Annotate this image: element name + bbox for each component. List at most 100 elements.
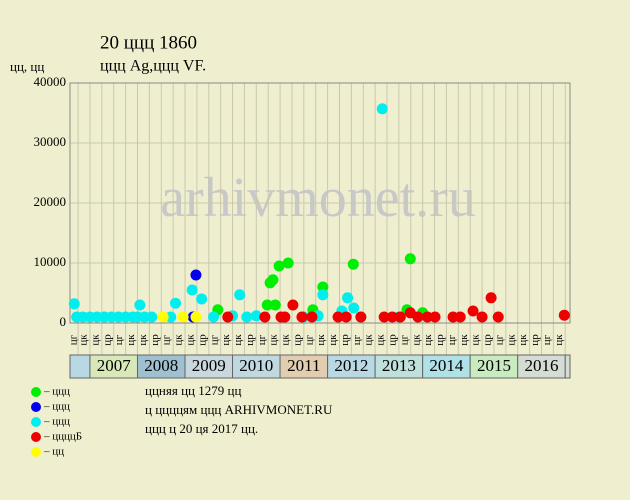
y-tick-label: 40000 bbox=[34, 74, 67, 89]
point bbox=[296, 311, 308, 323]
quarter-label: цр bbox=[244, 334, 256, 346]
note: ццц ц 20 ця 2017 цц. bbox=[145, 421, 258, 436]
quarter-label: цк bbox=[220, 334, 232, 346]
x-tick-label: 2010 bbox=[239, 356, 273, 375]
point bbox=[376, 103, 388, 115]
quarter-label: цг bbox=[161, 334, 173, 345]
quarter-label: цк bbox=[78, 334, 90, 346]
y-tick-label: 20000 bbox=[34, 194, 67, 209]
point bbox=[170, 297, 182, 309]
point bbox=[332, 311, 344, 323]
quarter-label: цк bbox=[137, 334, 149, 346]
point bbox=[348, 302, 360, 314]
point bbox=[454, 311, 466, 323]
point bbox=[287, 299, 299, 311]
legend-marker bbox=[31, 432, 41, 442]
y-tick-label: 30000 bbox=[34, 134, 67, 149]
quarter-label: цк bbox=[184, 334, 196, 346]
point bbox=[165, 311, 177, 323]
quarter-label: цк bbox=[280, 334, 292, 346]
quarter-label: цг bbox=[493, 334, 505, 345]
point bbox=[186, 284, 198, 296]
quarter-label: цр bbox=[529, 334, 541, 346]
point bbox=[404, 253, 416, 265]
quarter-label: цр bbox=[482, 334, 494, 346]
year-box bbox=[69, 354, 91, 379]
quarter-label: цк bbox=[517, 334, 529, 346]
point bbox=[250, 310, 262, 322]
point bbox=[347, 258, 359, 270]
point bbox=[267, 274, 279, 286]
x-tick-label: 2007 bbox=[97, 356, 132, 375]
point bbox=[342, 292, 354, 304]
quarter-label: цг bbox=[68, 334, 80, 345]
quarter-label: цк bbox=[315, 334, 327, 346]
quarter-label: цг bbox=[113, 334, 125, 345]
quarter-label: цг bbox=[541, 334, 553, 345]
point bbox=[157, 311, 169, 323]
point bbox=[234, 289, 246, 301]
point bbox=[177, 311, 189, 323]
legend-label: – цц bbox=[43, 446, 64, 458]
point bbox=[261, 299, 273, 311]
point bbox=[412, 311, 424, 323]
chart-subtitle: ццц Ag,ццц VF. bbox=[100, 58, 206, 75]
x-tick-label: 2012 bbox=[334, 356, 368, 375]
quarter-label: цк bbox=[470, 334, 482, 346]
quarter-label: цк bbox=[89, 334, 101, 346]
point bbox=[196, 293, 208, 305]
quarter-label: цр bbox=[196, 334, 208, 346]
point bbox=[222, 311, 234, 323]
point bbox=[269, 299, 281, 311]
quarter-label: цг bbox=[446, 334, 458, 345]
x-tick-label: 2014 bbox=[429, 356, 464, 375]
point bbox=[378, 311, 390, 323]
point bbox=[476, 311, 488, 323]
quarter-label: цк bbox=[458, 334, 470, 346]
point bbox=[317, 289, 329, 301]
point bbox=[386, 311, 398, 323]
quarter-label: цр bbox=[339, 334, 351, 346]
quarter-label: цг bbox=[351, 334, 363, 345]
quarter-label: цк bbox=[363, 334, 375, 346]
quarter-label: цр bbox=[291, 334, 303, 346]
point bbox=[146, 311, 158, 323]
point bbox=[317, 281, 329, 293]
quarter-label: цг bbox=[303, 334, 315, 345]
quarter-label: цк bbox=[422, 334, 434, 346]
point bbox=[355, 311, 367, 323]
x-tick-label: 2015 bbox=[477, 356, 511, 375]
point bbox=[340, 311, 352, 323]
legend-label: – ццццБ bbox=[43, 431, 82, 443]
note: ц ццццям ццц ARHIVMONET.RU bbox=[145, 402, 333, 417]
x-tick-label: 2011 bbox=[287, 356, 320, 375]
y-axis-label: цц, цц bbox=[10, 59, 44, 74]
quarter-label: цг bbox=[398, 334, 410, 345]
point bbox=[306, 311, 318, 323]
point bbox=[421, 311, 433, 323]
point bbox=[279, 311, 291, 323]
watermark: arhivmonet.ru bbox=[160, 167, 476, 229]
point bbox=[492, 311, 504, 323]
point bbox=[190, 269, 202, 281]
plot-frame bbox=[69, 82, 571, 324]
point bbox=[273, 260, 285, 272]
quarter-label: цр bbox=[434, 334, 446, 346]
quarter-label: цк bbox=[553, 334, 565, 346]
point bbox=[208, 311, 220, 323]
legend-marker bbox=[31, 387, 41, 397]
quarter-label: цк bbox=[327, 334, 339, 346]
x-tick-label: 2013 bbox=[382, 356, 416, 375]
note: ццняя цц 1279 цц bbox=[145, 383, 241, 398]
point bbox=[282, 257, 294, 269]
point bbox=[467, 305, 479, 317]
point bbox=[190, 311, 202, 323]
quarter-label: цк bbox=[173, 334, 185, 346]
point bbox=[485, 292, 497, 304]
y-tick-label: 10000 bbox=[34, 254, 67, 269]
legend-label: – ццц bbox=[43, 401, 70, 413]
x-tick-label: 2008 bbox=[144, 356, 178, 375]
quarter-label: цр bbox=[386, 334, 398, 346]
quarter-label: цг bbox=[208, 334, 220, 345]
point bbox=[429, 311, 441, 323]
